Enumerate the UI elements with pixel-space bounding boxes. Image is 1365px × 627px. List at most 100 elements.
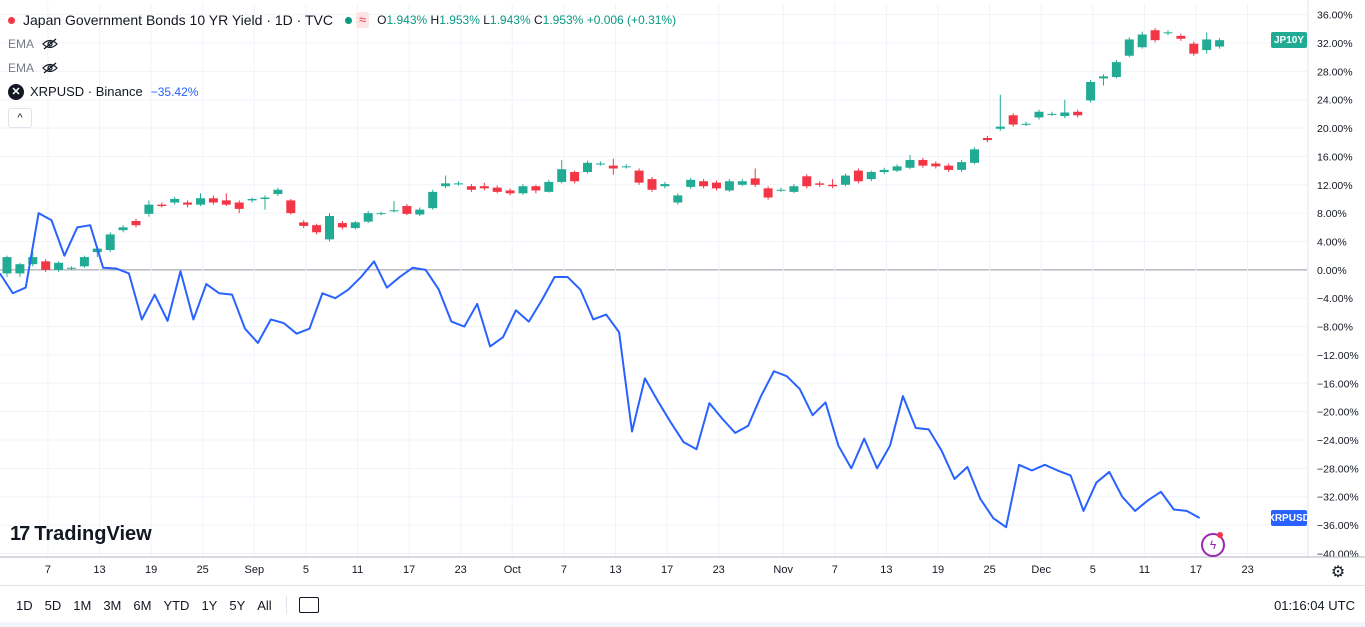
range-3m[interactable]: 3M [103, 597, 122, 613]
flash-icon[interactable]: ϟ [1201, 532, 1225, 557]
candle-body [982, 137, 992, 141]
candle-body [595, 163, 605, 165]
range-5d[interactable]: 5D [44, 597, 62, 613]
x-tick-label: 7 [832, 564, 838, 576]
candle-body [1034, 111, 1044, 118]
candle-body [196, 198, 205, 205]
candle-body [247, 198, 257, 201]
candle-body [724, 181, 734, 191]
x-tick-label: 13 [609, 564, 621, 576]
x-tick-label: 13 [93, 564, 105, 576]
range-5y[interactable]: 5Y [229, 597, 246, 613]
candle-body [105, 234, 115, 251]
x-tick-label: 23 [455, 564, 467, 576]
candle-body [583, 162, 592, 173]
candle-body [350, 222, 360, 229]
ema-row-2[interactable]: EMA [8, 56, 676, 80]
candle-body [273, 189, 283, 195]
x-tick-label: 5 [303, 564, 309, 576]
live-dot-icon [344, 16, 352, 24]
x-tick-label: 17 [661, 564, 673, 576]
x-tick-label: 23 [1241, 564, 1253, 576]
x-tick-label: 17 [403, 564, 415, 576]
y-tick-label: 0.00% [1317, 265, 1347, 277]
y-tick-label: 4.00% [1317, 237, 1347, 249]
candle-body [1099, 76, 1108, 79]
candle-body [1189, 43, 1199, 54]
candle-body [260, 197, 270, 199]
range-6m[interactable]: 6M [133, 597, 152, 613]
candle-body [995, 126, 1005, 129]
x-tick-label: Dec [1031, 564, 1051, 576]
candle-body [634, 170, 644, 183]
x-tick-label: 7 [45, 564, 51, 576]
hidden-eye-icon[interactable] [42, 38, 58, 50]
range-1y[interactable]: 1Y [201, 597, 218, 613]
candle-body [892, 166, 902, 171]
gear-icon[interactable]: ⚙ [1330, 564, 1346, 581]
y-tick-label: −4.00% [1317, 293, 1353, 305]
candle-body [118, 227, 128, 231]
candle-body [208, 198, 218, 203]
y-tick-label: −28.00% [1317, 463, 1359, 475]
y-tick-label: −24.00% [1317, 435, 1359, 447]
x-tick-label: 7 [561, 564, 567, 576]
candle-body [763, 188, 773, 198]
candle-body [544, 181, 554, 192]
candle-body [337, 223, 347, 228]
candle-body [1086, 81, 1096, 101]
wave-icon: ≈ [355, 12, 370, 28]
candle-body [970, 149, 979, 163]
bottom-toolbar: 1D 5D 1M 3M 6M YTD 1Y 5Y All 01:16:04 UT… [0, 585, 1365, 624]
candle-body [363, 213, 373, 222]
calendar-icon[interactable] [298, 597, 319, 613]
y-tick-label: −40.00% [1317, 548, 1359, 560]
symbol-title[interactable]: Japan Government Bonds 10 YR Yield · 1D … [23, 12, 333, 28]
range-ytd[interactable]: YTD [163, 597, 190, 613]
compare-symbol[interactable]: XRPUSD · Binance [30, 84, 143, 99]
candle-body [1111, 62, 1121, 78]
candle-body [815, 183, 825, 185]
x-tick-label: Nov [773, 564, 793, 576]
y-tick-label: −12.00% [1317, 350, 1359, 362]
range-1d[interactable]: 1D [16, 597, 33, 613]
logo-mark: 17 [10, 523, 30, 545]
candle-body [157, 204, 167, 207]
candle-body [428, 191, 438, 209]
axis-layer: 36.00% 32.00% 28.00% 24.00% 20.00% 16.00% 12.0… [0, 0, 1365, 576]
range-1m[interactable]: 1M [73, 597, 92, 613]
candle-body [402, 206, 412, 214]
market-status-icon [8, 16, 15, 24]
candle-body [660, 184, 670, 187]
main-series-row[interactable]: Japan Government Bonds 10 YR Yield · 1D … [8, 8, 676, 32]
collapse-legend-button[interactable]: ^ [8, 108, 32, 128]
x-tick-label: 13 [880, 564, 892, 576]
hidden-eye-icon[interactable] [42, 62, 58, 74]
candle-body [531, 186, 541, 191]
range-all[interactable]: All [257, 597, 272, 613]
status-pill[interactable]: ≈ [341, 12, 370, 28]
y-tick-label: 16.00% [1317, 151, 1353, 163]
candle-body [454, 183, 463, 185]
grid-layer [0, 4, 1307, 557]
tradingview-logo[interactable]: 17 TradingView [10, 523, 152, 546]
legend: Japan Government Bonds 10 YR Yield · 1D … [8, 8, 676, 128]
candle-body [789, 186, 799, 192]
candle-body [518, 186, 528, 194]
jp10y-price-badge: JP10Y [1271, 32, 1307, 49]
x-tick-label: 19 [932, 564, 944, 576]
candle-body [686, 179, 696, 187]
candle-body [1176, 35, 1186, 39]
ema-label-1: EMA [8, 37, 35, 51]
candle-body [737, 181, 747, 185]
clock[interactable]: 01:16:04 UTC [1274, 597, 1355, 613]
candle-body [621, 166, 631, 168]
y-tick-label: 28.00% [1317, 66, 1353, 78]
xrpusd-line [0, 212, 1201, 529]
compare-row[interactable]: ✕ XRPUSD · Binance −35.42% [8, 80, 676, 104]
candle-body [466, 186, 476, 190]
ema-row-1[interactable]: EMA [8, 32, 676, 56]
candle-body [608, 165, 618, 169]
